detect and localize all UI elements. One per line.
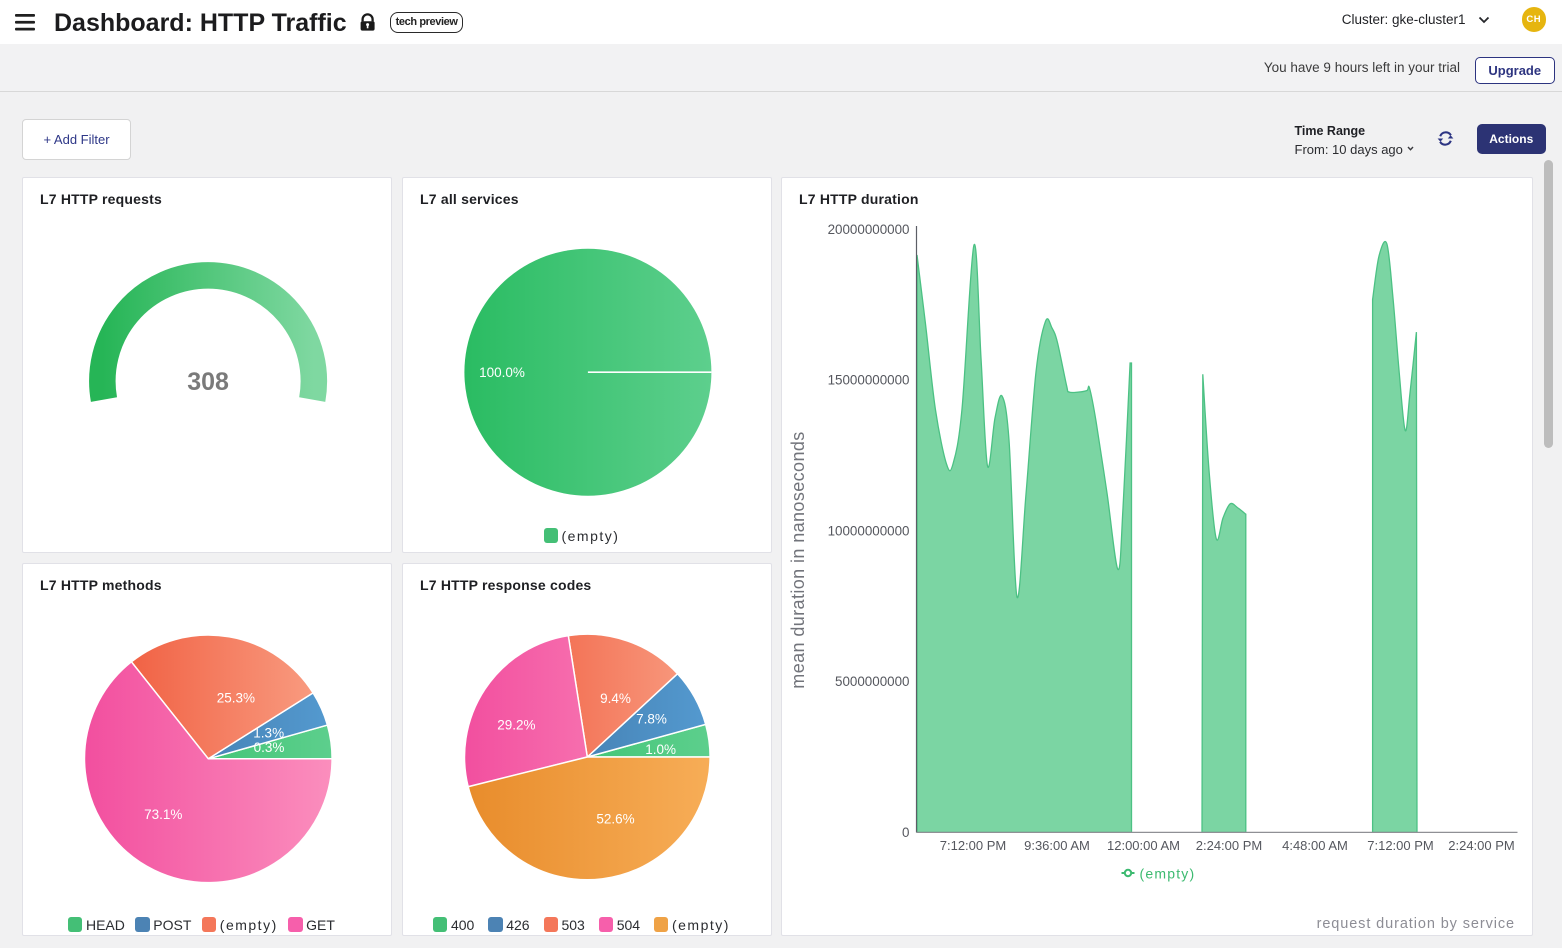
svg-text:mean duration in nanoseconds: mean duration in nanoseconds — [788, 431, 808, 688]
svg-text:29.2%: 29.2% — [497, 718, 535, 733]
svg-text:52.6%: 52.6% — [596, 812, 634, 827]
svg-text:0: 0 — [902, 825, 909, 840]
svg-text:12:00:00 AM: 12:00:00 AM — [1107, 838, 1180, 853]
svg-text:0.3%: 0.3% — [254, 740, 285, 755]
svg-text:308: 308 — [187, 368, 229, 396]
svg-text:100.0%: 100.0% — [479, 365, 525, 380]
svg-text:15000000000: 15000000000 — [828, 373, 910, 388]
svg-text:7:12:00 PM: 7:12:00 PM — [1367, 838, 1434, 853]
svg-text:7.8%: 7.8% — [636, 711, 667, 726]
svg-text:25.3%: 25.3% — [217, 691, 255, 706]
svg-text:73.1%: 73.1% — [144, 807, 182, 822]
svg-text:4:48:00 AM: 4:48:00 AM — [1282, 838, 1348, 853]
svg-text:(empty): (empty) — [1140, 866, 1196, 882]
svg-text:7:12:00 PM: 7:12:00 PM — [940, 838, 1007, 853]
svg-text:2:24:00 PM: 2:24:00 PM — [1196, 838, 1263, 853]
svg-text:1.3%: 1.3% — [253, 726, 284, 741]
svg-text:5000000000: 5000000000 — [835, 674, 909, 689]
svg-text:20000000000: 20000000000 — [828, 222, 910, 237]
svg-text:9.4%: 9.4% — [600, 691, 631, 706]
svg-text:1.0%: 1.0% — [645, 742, 676, 757]
svg-text:2:24:00 PM: 2:24:00 PM — [1448, 838, 1515, 853]
svg-text:10000000000: 10000000000 — [828, 523, 910, 538]
svg-text:request duration by service: request duration by service — [1317, 916, 1515, 932]
svg-text:9:36:00 AM: 9:36:00 AM — [1024, 838, 1090, 853]
